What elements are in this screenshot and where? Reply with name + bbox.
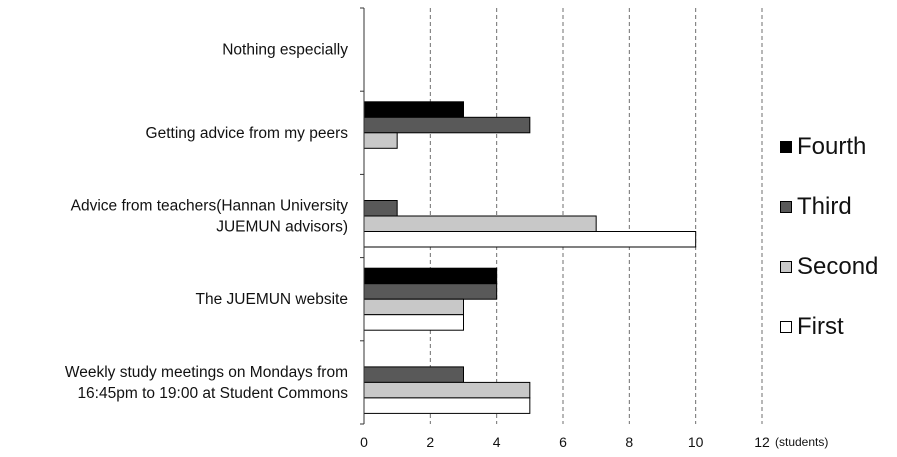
grid-lines: [429, 8, 763, 424]
x-tick-label: 10: [688, 434, 704, 450]
bar-fourth: [363, 267, 498, 285]
bar-fourth: [363, 101, 464, 118]
category-label: 16:45pm to 19:00 at Student Commons: [77, 385, 348, 402]
legend-swatch: [780, 321, 792, 333]
x-tick-labels: 0 2 4 6 8 10 12: [360, 434, 770, 450]
legend-item-third: Third: [780, 192, 895, 222]
x-unit-label: (students): [775, 435, 828, 449]
bar-first: [363, 231, 697, 248]
legend-swatch: [780, 141, 792, 153]
x-tick-label: 4: [493, 434, 501, 450]
bar-third: [363, 116, 531, 134]
x-tick-label: 8: [625, 434, 633, 450]
x-tick-label: 6: [559, 434, 567, 450]
legend-item-first: First: [780, 312, 895, 342]
x-tick-label: 12: [754, 434, 770, 450]
x-tick-label: 2: [426, 434, 434, 450]
legend-label: Fourth: [797, 133, 867, 160]
category-label: Nothing especially: [222, 42, 348, 59]
category-label: Getting advice from my peers: [146, 125, 349, 142]
legend-label: First: [797, 313, 844, 340]
legend-swatch: [780, 201, 792, 213]
bar-third: [363, 283, 498, 300]
bar-third: [363, 200, 398, 217]
category-label: JUEMUN advisors): [216, 219, 348, 236]
bar-second: [363, 381, 531, 399]
axes: [360, 7, 365, 425]
bar-second: [363, 132, 398, 149]
category-label: Advice from teachers(Hannan University: [71, 198, 349, 215]
category-labels: Nothing especially Getting advice from my…: [65, 42, 348, 402]
legend-label: Second: [797, 253, 879, 280]
bar-second: [363, 215, 597, 232]
legend-label: Third: [797, 193, 852, 220]
legend: Fourth Third Second First: [780, 132, 895, 372]
legend-item-second: Second: [780, 252, 895, 282]
bar-third: [363, 366, 464, 383]
category-label: The JUEMUN website: [196, 291, 348, 308]
x-tick-label: 0: [360, 434, 368, 450]
bars: [363, 101, 697, 414]
bar-first: [363, 397, 531, 414]
category-label: Weekly study meetings on Mondays from: [65, 364, 348, 381]
bar-second: [363, 298, 464, 316]
legend-swatch: [780, 261, 792, 273]
legend-item-fourth: Fourth: [780, 132, 895, 162]
bar-first: [363, 314, 464, 331]
